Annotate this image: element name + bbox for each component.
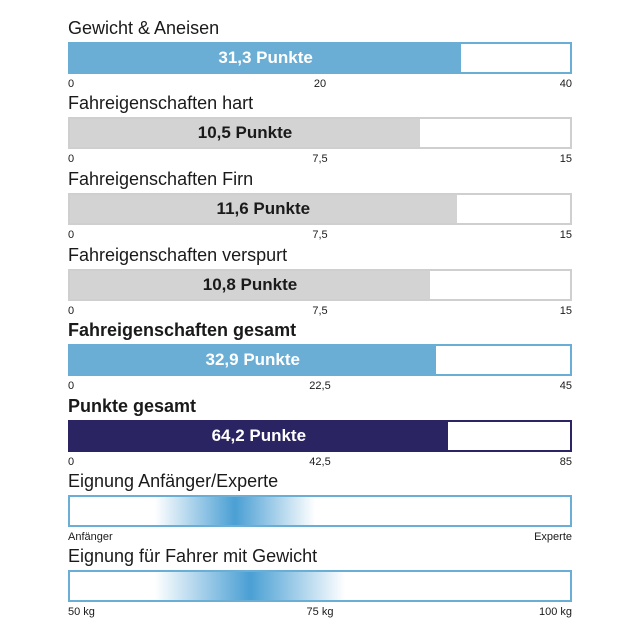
- tick-mid: 22,5: [309, 380, 331, 392]
- tick-max: 85: [559, 456, 572, 468]
- rating-value-label: 10,8 Punkte: [202, 275, 298, 294]
- rating-track: 10,5 Punkte: [68, 117, 572, 149]
- tick-max: 15: [559, 229, 572, 241]
- rating-track: 64,2 Punkte: [68, 420, 572, 452]
- rating-title: Fahreigenschaften gesamt: [68, 320, 297, 340]
- suitability-track: [68, 495, 572, 527]
- suitability-title: Eignung Anfänger/Experte: [68, 471, 279, 491]
- rating-bar: [70, 271, 430, 299]
- rating-title: Fahreigenschaften Firn: [68, 169, 254, 189]
- tick-min: Anfänger: [68, 531, 113, 543]
- suitability-gradient: [70, 572, 570, 600]
- suitability-track: [68, 570, 572, 602]
- rating-value-label: 10,5 Punkte: [197, 123, 293, 142]
- rating-value-label: 11,6 Punkte: [216, 199, 311, 218]
- rating-bar: [70, 422, 448, 450]
- rating-value-label: 64,2 Punkte: [211, 426, 307, 445]
- rating-track: 11,6 Punkte: [68, 193, 572, 225]
- tick-max: 45: [559, 380, 572, 392]
- tick-mid: 7,5: [312, 305, 328, 317]
- rating-track: 10,8 Punkte: [68, 269, 572, 301]
- rating-track: 31,3 Punkte: [68, 42, 572, 74]
- rating-title: Fahreigenschaften verspurt: [68, 245, 288, 265]
- tick-min: 0: [68, 78, 75, 90]
- tick-max: 40: [559, 78, 572, 90]
- tick-min: 0: [68, 153, 75, 165]
- tick-min: 0: [68, 305, 75, 317]
- tick-mid: 7,5: [312, 229, 328, 241]
- tick-max: 15: [559, 305, 572, 317]
- rating-title: Gewicht & Aneisen: [68, 18, 220, 38]
- tick-min: 0: [68, 229, 75, 241]
- suitability-title: Eignung für Fahrer mit Gewicht: [68, 546, 318, 566]
- rating-title: Punkte gesamt: [68, 396, 197, 416]
- suitability-gradient: [70, 497, 570, 525]
- tick-min: 0: [68, 380, 75, 392]
- rating-bar: [70, 44, 462, 72]
- rating-bar: [70, 346, 436, 374]
- rating-bar: [70, 195, 457, 223]
- rating-track: 32,9 Punkte: [68, 344, 572, 376]
- rating-value-label: 31,3 Punkte: [218, 48, 313, 67]
- rating-value-label: 32,9 Punkte: [205, 350, 301, 369]
- rating-bar: [70, 119, 420, 147]
- tick-min: 0: [68, 456, 75, 468]
- tick-min: 50 kg: [68, 606, 95, 618]
- rating-title: Fahreigenschaften hart: [68, 93, 254, 113]
- tick-mid: 42,5: [309, 456, 331, 468]
- tick-max: 15: [559, 153, 572, 165]
- tick-mid: 75 kg: [306, 606, 334, 618]
- tick-mid: 20: [313, 78, 327, 90]
- tick-mid: 7,5: [312, 153, 328, 165]
- tick-max: Experte: [534, 531, 572, 543]
- tick-max: 100 kg: [538, 606, 572, 618]
